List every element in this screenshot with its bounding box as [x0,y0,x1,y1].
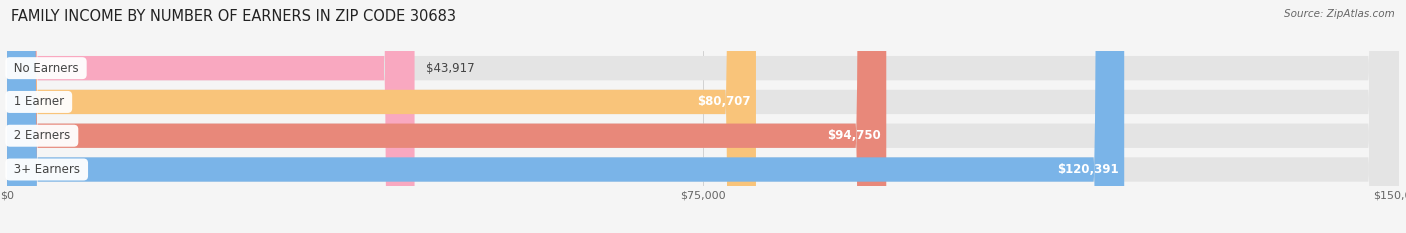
Text: No Earners: No Earners [10,62,82,75]
Text: $43,917: $43,917 [426,62,474,75]
Text: $80,707: $80,707 [697,96,751,108]
FancyBboxPatch shape [7,0,1125,233]
Text: 3+ Earners: 3+ Earners [10,163,83,176]
Text: 1 Earner: 1 Earner [10,96,67,108]
Text: Source: ZipAtlas.com: Source: ZipAtlas.com [1284,9,1395,19]
FancyBboxPatch shape [7,0,415,233]
Text: 2 Earners: 2 Earners [10,129,73,142]
FancyBboxPatch shape [7,0,1399,233]
Text: $94,750: $94,750 [827,129,880,142]
FancyBboxPatch shape [7,0,1399,233]
FancyBboxPatch shape [7,0,1399,233]
Text: $120,391: $120,391 [1057,163,1119,176]
FancyBboxPatch shape [7,0,756,233]
FancyBboxPatch shape [7,0,886,233]
FancyBboxPatch shape [7,0,1399,233]
Text: FAMILY INCOME BY NUMBER OF EARNERS IN ZIP CODE 30683: FAMILY INCOME BY NUMBER OF EARNERS IN ZI… [11,9,457,24]
